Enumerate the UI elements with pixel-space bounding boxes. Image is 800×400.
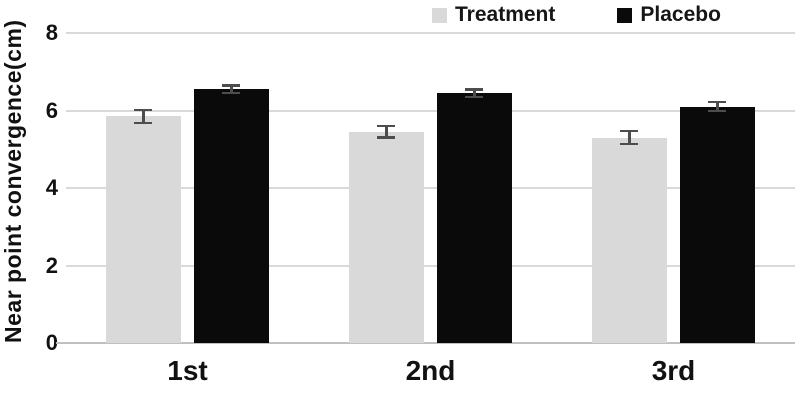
error-bar-segment xyxy=(473,88,476,99)
y-axis: 0 2 4 6 8 xyxy=(28,22,60,354)
error-bar-segment xyxy=(465,95,484,99)
error-bar-segment xyxy=(377,136,396,139)
gridline-2 xyxy=(66,264,795,267)
x-label-1st: 1st xyxy=(167,355,208,386)
error-bar-segment xyxy=(465,88,484,91)
y-tick-label-4: 4 xyxy=(45,175,58,200)
y-tick-label-6: 6 xyxy=(45,97,58,123)
x-axis-line xyxy=(56,342,795,344)
legend-swatch-placebo xyxy=(617,7,633,23)
legend: Treatment Placebo xyxy=(432,3,721,27)
error-bar-segment xyxy=(716,100,719,113)
bar-group-3rd xyxy=(552,33,795,343)
bar-treatment-3rd xyxy=(591,129,667,343)
x-label-2nd: 2nd xyxy=(405,355,456,386)
plot-area xyxy=(56,32,795,344)
error-bar-segment xyxy=(628,129,631,146)
error-bar-segment xyxy=(134,121,153,125)
legend-item-treatment: Treatment xyxy=(432,3,555,27)
error-bar-segment xyxy=(134,108,153,112)
error-bar-segment xyxy=(222,91,241,95)
y-tick-label-2: 2 xyxy=(45,252,58,278)
legend-label: Placebo xyxy=(640,3,721,26)
x-label-3rd: 3rd xyxy=(651,355,696,386)
error-bar-segment xyxy=(230,84,233,95)
bar-group-2nd xyxy=(309,33,552,343)
legend-label: Treatment xyxy=(455,3,556,26)
y-tick-label-0: 0 xyxy=(45,330,58,355)
bar-treatment-1st xyxy=(105,108,181,343)
y-tick-label-8: 8 xyxy=(45,20,58,45)
gridline-8 xyxy=(66,32,795,34)
bar-placebo-1st xyxy=(193,84,269,343)
error-bar-segment xyxy=(620,129,639,133)
legend-item-placebo: Placebo xyxy=(617,3,721,27)
error-bar-segment xyxy=(222,84,241,87)
error-bar-segment xyxy=(708,109,727,113)
bar-placebo-3rd xyxy=(679,100,755,343)
bar-treatment-2nd xyxy=(348,124,424,343)
error-bar-segment xyxy=(142,108,145,125)
error-bar-segment xyxy=(708,100,727,104)
gridline-4 xyxy=(66,187,795,189)
bar-placebo-2nd xyxy=(436,88,512,343)
error-bar-segment xyxy=(377,124,396,128)
x-axis: 1st 2nd 3rd xyxy=(66,355,795,397)
gridline-6 xyxy=(66,109,795,112)
error-bar-segment xyxy=(620,142,639,146)
error-bar-segment xyxy=(385,124,388,139)
legend-swatch-treatment xyxy=(432,7,447,23)
bar-group-1st xyxy=(66,33,309,343)
